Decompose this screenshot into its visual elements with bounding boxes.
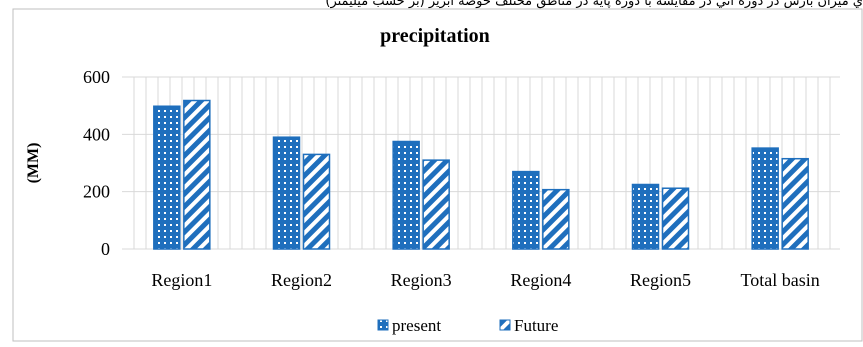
bars — [153, 99, 809, 250]
y-tick-label: 600 — [83, 67, 110, 87]
bar-future-3 — [422, 159, 450, 250]
legend: present Future — [377, 316, 558, 335]
x-tick-label: Region3 — [391, 270, 452, 290]
bar-future-4 — [542, 188, 570, 250]
x-tick-label: Region5 — [630, 270, 691, 290]
bar-future-1 — [183, 99, 211, 250]
axes: 0 200 400 600 Region1 Region2 Region3 Region4 Re… — [83, 67, 820, 290]
y-tick-label: 0 — [101, 239, 110, 259]
x-tick-label: Region2 — [271, 270, 332, 290]
bar-present-5 — [631, 183, 660, 250]
header-text: ي ميزان بارش در دوره آتي در مقايسه با دو… — [325, 0, 863, 9]
bar-future-6 — [781, 157, 809, 250]
bar-present-1 — [153, 105, 181, 250]
y-tick-label: 200 — [83, 182, 110, 202]
bar-present-4 — [512, 170, 540, 250]
chart-frame — [12, 8, 863, 342]
bar-future-2 — [302, 153, 331, 250]
legend-swatch-future — [499, 319, 511, 331]
bar-present-3 — [392, 140, 420, 250]
y-axis-label: (MM) — [25, 143, 42, 184]
x-tick-label: Region1 — [151, 270, 212, 290]
x-tick-label: Region4 — [510, 270, 571, 290]
bar-present-2 — [272, 136, 301, 250]
legend-swatch-present — [377, 319, 389, 331]
legend-label-future: Future — [514, 316, 558, 335]
chart-title: precipitation — [380, 25, 490, 47]
y-tick-label: 400 — [83, 124, 110, 144]
bar-present-6 — [751, 147, 779, 250]
grid-lines — [122, 76, 840, 250]
bar-future-5 — [661, 187, 690, 250]
legend-label-present: present — [392, 316, 441, 335]
x-tick-label: Total basin — [741, 270, 820, 290]
